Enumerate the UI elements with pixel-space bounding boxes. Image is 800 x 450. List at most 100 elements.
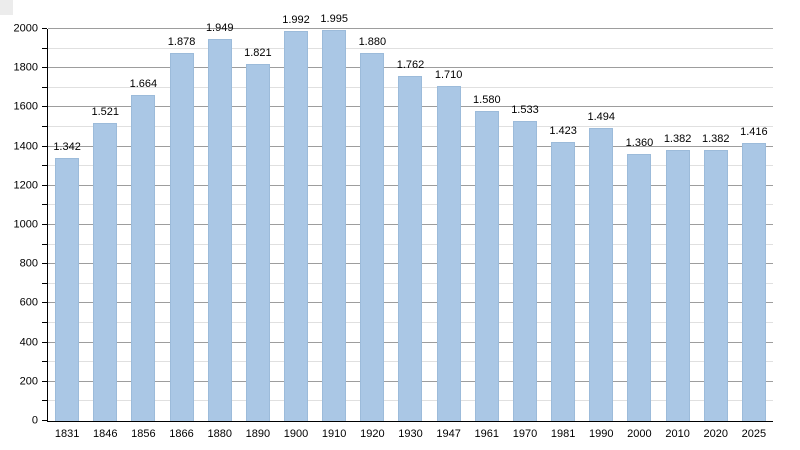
bar-1910: [322, 29, 347, 421]
x-tick-label: 1856: [131, 428, 156, 440]
bar-slot: 1.949 1880: [201, 22, 239, 440]
bar-slot: 1.580 1961: [468, 29, 506, 440]
bar-value-label: 1.664: [129, 77, 158, 90]
x-tick-label: 2020: [703, 428, 728, 440]
bar-1846: [93, 122, 118, 421]
gridline: [48, 28, 773, 29]
x-tick-label: 2010: [665, 428, 690, 440]
bar-slot: 1.710 1947: [430, 29, 468, 440]
bar-1970: [512, 120, 537, 421]
bars-container: 1.342 1831 1.521 1846 1.664 1856 1.878 1866 1.94…: [48, 13, 773, 440]
bar-value-label: 1.382: [701, 133, 730, 146]
bar-value-label: 1.710: [434, 68, 463, 81]
y-axis-tick: [42, 184, 47, 186]
y-axis-tick: [42, 28, 47, 29]
gridline: [48, 47, 773, 49]
y-axis-tick: [42, 420, 47, 421]
y-tick-label: 800: [19, 257, 38, 270]
bar-value-label: 1.992: [282, 13, 310, 26]
bar-2010: [665, 150, 690, 421]
bar-1866: [169, 52, 194, 421]
bar-1831: [55, 157, 80, 421]
bar-value-label: 1.416: [740, 126, 768, 139]
x-tick-label: 1970: [512, 428, 538, 440]
bar-slot: 1.664 1856: [124, 29, 162, 440]
x-tick-label: 1947: [436, 428, 461, 440]
bar-slot: 1.382 2020: [697, 29, 735, 440]
bar-1930: [398, 75, 423, 421]
bar-value-label: 1.949: [205, 22, 234, 34]
y-axis-tick: [42, 380, 47, 382]
bar-value-label: 1.580: [473, 94, 501, 107]
y-tick-label: 2000: [13, 22, 38, 35]
bar-2025: [741, 143, 766, 421]
bar-value-label: 1.342: [53, 140, 81, 153]
bar-1880: [207, 39, 232, 421]
bar-value-label: 1.762: [396, 58, 425, 71]
x-tick-label: 1930: [398, 428, 423, 440]
y-axis-tick: [42, 302, 47, 304]
y-axis-tick: [42, 165, 47, 167]
y-tick-label: 1600: [13, 100, 38, 113]
x-tick-label: 1890: [245, 428, 271, 440]
y-axis-tick: [42, 86, 47, 88]
y-tick-label: 200: [19, 375, 38, 388]
y-axis-tick: [42, 263, 47, 265]
plot-area: 0 200 400 600 800 1000 1200 1400 1600 1800 2000 1.…: [14, 13, 773, 440]
bar-slot: 1.423 1981: [544, 29, 582, 440]
y-tick-label: 0: [31, 414, 38, 427]
y-axis-tick: [42, 243, 47, 245]
x-tick-label: 1910: [321, 428, 347, 440]
bar-slot: 1.360 2000: [620, 29, 658, 440]
bar-slot: 1.880 1920: [353, 29, 391, 440]
bar-value-label: 1.494: [587, 111, 616, 124]
y-tick-label: 1200: [13, 179, 38, 192]
x-tick-label: 2025: [741, 428, 767, 440]
bar-value-label: 1.995: [320, 12, 348, 25]
bar-value-label: 1.880: [358, 35, 387, 48]
bar-slot: 1.821 1890: [239, 29, 277, 440]
bar-1856: [131, 94, 156, 421]
bar-1981: [551, 142, 576, 421]
bar-value-label: 1.423: [549, 125, 577, 138]
y-axis-tick: [42, 47, 47, 49]
x-tick-label: 1990: [589, 428, 614, 440]
x-tick-label: 1981: [550, 428, 576, 440]
y-axis-tick: [42, 145, 47, 147]
x-tick-label: 2000: [627, 428, 652, 440]
y-axis-tick: [42, 282, 47, 284]
x-tick-label: 1900: [283, 428, 309, 440]
x-tick-label: 1920: [360, 428, 385, 440]
bar-slot: 1.342 1831: [48, 29, 86, 440]
y-axis-tick: [42, 106, 47, 108]
gridline: [48, 67, 773, 69]
bar-1890: [245, 64, 270, 421]
x-tick-label: 1880: [207, 428, 232, 440]
bar-value-label: 1.521: [91, 105, 119, 118]
bar-value-label: 1.878: [167, 35, 196, 48]
x-tick-label: 1961: [474, 428, 500, 440]
bar-slot: 1.762 1930: [391, 29, 429, 440]
bar-value-label: 1.360: [625, 137, 654, 150]
bar-slot: 1.382 2010: [659, 29, 697, 440]
y-axis-tick: [42, 361, 47, 363]
y-axis-tick: [42, 126, 47, 127]
y-tick-label: 1000: [13, 218, 38, 231]
x-tick-label: 1866: [169, 428, 194, 440]
x-tick-label: 1831: [54, 428, 80, 440]
y-tick-label: 600: [19, 296, 38, 309]
y-axis-tick: [42, 322, 47, 323]
bar-1961: [474, 111, 499, 421]
bar-slot: 1.995 1910: [315, 13, 353, 440]
y-axis-tick: [42, 204, 47, 206]
y-tick-label: 1400: [13, 140, 38, 153]
bar-1990: [589, 128, 614, 421]
bar-1900: [284, 30, 309, 421]
bar-value-label: 1.821: [244, 47, 272, 60]
y-axis-tick: [42, 341, 47, 343]
y-tick-label: 400: [19, 336, 38, 349]
corner-artifact: [0, 0, 13, 15]
y-axis-tick: [42, 224, 47, 225]
bar-slot: 1.521 1846: [86, 29, 124, 440]
